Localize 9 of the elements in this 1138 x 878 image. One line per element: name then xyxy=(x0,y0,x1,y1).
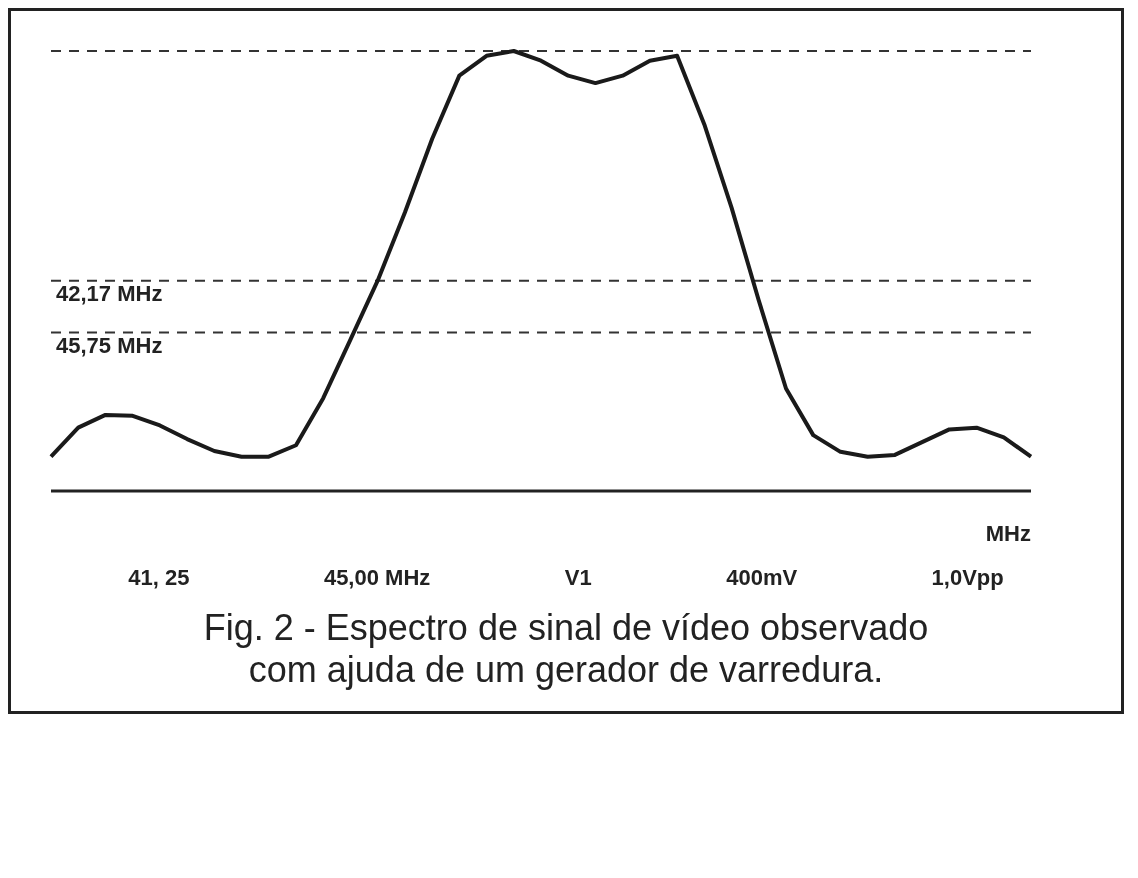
ref-line-label: 45,75 MHz xyxy=(56,333,163,359)
text: 45,00 MHz xyxy=(323,565,431,591)
ref-line-label: 42,17 MHz xyxy=(56,281,163,307)
text: 400mV xyxy=(726,565,798,591)
x-axis-title: MHz xyxy=(985,521,1031,546)
text: 1,0Vpp xyxy=(931,565,1004,591)
text: V1 xyxy=(564,565,592,591)
text: Fig. 2 - Espectro de sinal de vídeo observado com ajuda de um gerador de varredura. xyxy=(202,607,930,691)
text: 41, 25 xyxy=(128,565,190,591)
